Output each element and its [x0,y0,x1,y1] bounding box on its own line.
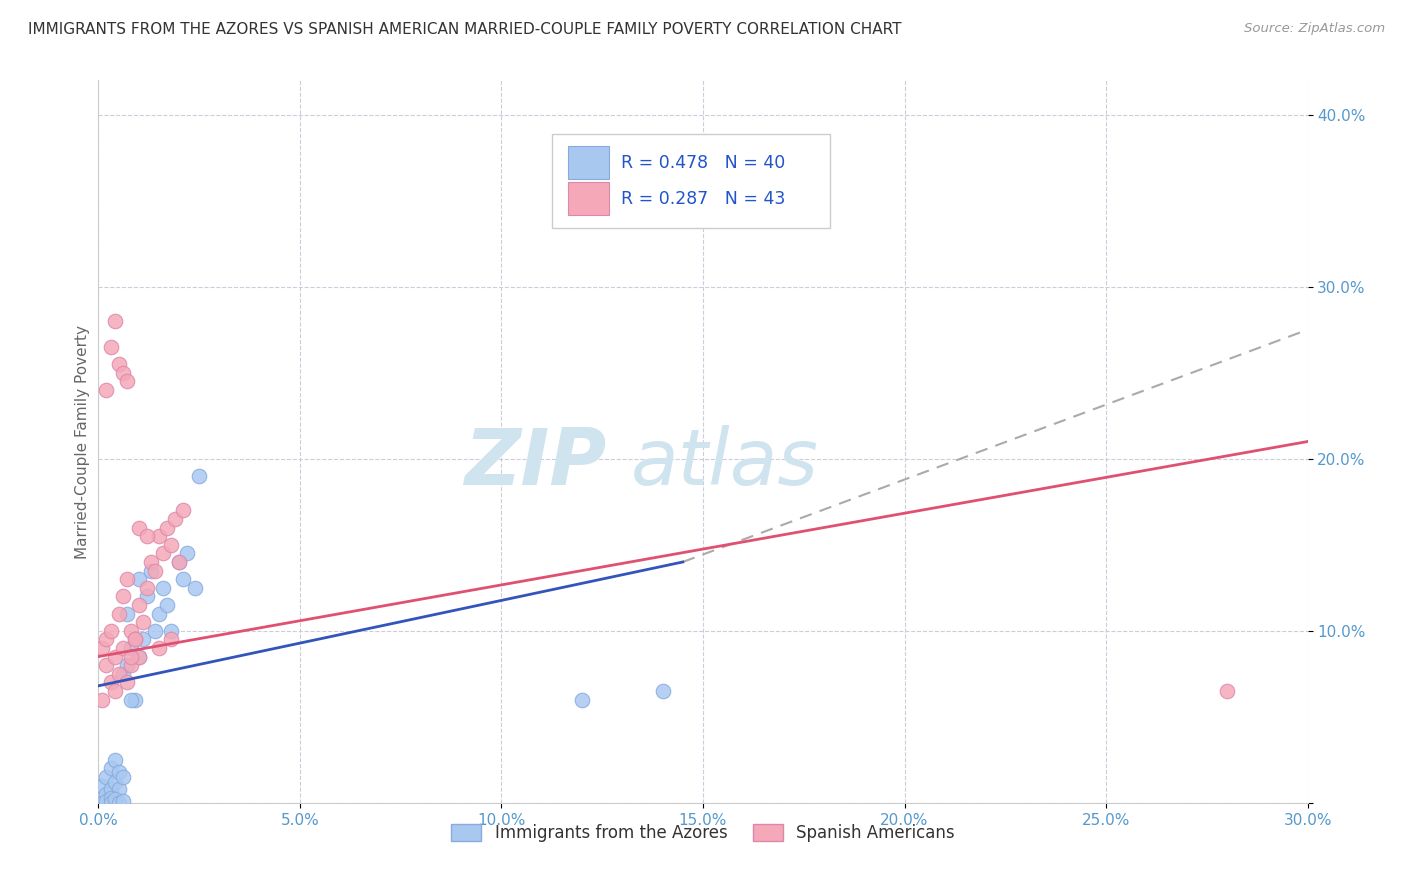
Point [103,775,125,789]
Point [128,520,150,534]
FancyBboxPatch shape [568,182,609,215]
Point [103,753,125,767]
Point [111,770,134,784]
Point [96,770,118,784]
Point [184,581,207,595]
Point [139,555,162,569]
Point [167,555,190,569]
Point [115,572,138,586]
Point [128,649,150,664]
Point [115,658,138,673]
Point [107,666,129,681]
Point [128,598,150,612]
Point [103,792,125,806]
Text: ZIP: ZIP [464,425,606,501]
Point [148,607,170,621]
Point [148,640,170,655]
Text: R = 0.478   N = 40: R = 0.478 N = 40 [621,153,785,171]
Point [111,666,134,681]
FancyBboxPatch shape [551,135,830,228]
Point [156,598,179,612]
Point [91,796,114,810]
Point [152,546,174,560]
Point [115,607,138,621]
Point [107,607,129,621]
Point [120,649,142,664]
Point [91,779,114,793]
Point [160,538,183,552]
Text: R = 0.287   N = 43: R = 0.287 N = 43 [621,190,785,208]
Point [100,761,122,775]
Point [91,692,114,706]
Point [111,590,134,604]
Point [135,590,157,604]
Point [103,684,125,698]
Point [176,546,198,560]
Point [120,624,142,638]
Point [188,469,211,483]
Point [111,366,134,380]
Point [167,555,190,569]
Point [96,383,118,397]
Point [156,520,179,534]
Point [107,782,129,797]
Point [132,632,155,647]
Point [107,764,129,779]
Point [143,564,166,578]
Point [120,692,142,706]
Point [120,658,142,673]
Point [100,796,122,810]
Point [135,529,157,543]
Point [148,529,170,543]
FancyBboxPatch shape [568,146,609,179]
Point [100,340,122,354]
Point [128,572,150,586]
Point [96,787,118,801]
Point [96,658,118,673]
Point [120,640,142,655]
Point [91,640,114,655]
Point [103,649,125,664]
Point [111,640,134,655]
Point [128,649,150,664]
Point [96,632,118,647]
Legend: Immigrants from the Azores, Spanish Americans: Immigrants from the Azores, Spanish Amer… [444,817,962,848]
Point [107,796,129,810]
Point [100,782,122,797]
Point [139,564,162,578]
Text: IMMIGRANTS FROM THE AZORES VS SPANISH AMERICAN MARRIED-COUPLE FAMILY POVERTY COR: IMMIGRANTS FROM THE AZORES VS SPANISH AM… [28,22,901,37]
Point [107,357,129,371]
Point [172,503,194,517]
Point [124,632,146,647]
Point [135,581,157,595]
Point [96,794,118,808]
Point [100,675,122,690]
Point [172,572,194,586]
Point [115,375,138,389]
Text: atlas: atlas [630,425,818,501]
Point [651,684,673,698]
Point [100,790,122,805]
Point [100,624,122,638]
Point [571,692,593,706]
Point [124,692,146,706]
Point [111,794,134,808]
Point [132,615,155,630]
Point [124,632,146,647]
Point [103,314,125,328]
Point [115,675,138,690]
Point [143,624,166,638]
Point [163,512,186,526]
Y-axis label: Married-Couple Family Poverty: Married-Couple Family Poverty [75,325,90,558]
Point [1216,684,1239,698]
Point [160,624,183,638]
Point [152,581,174,595]
Point [160,632,183,647]
Text: Source: ZipAtlas.com: Source: ZipAtlas.com [1244,22,1385,36]
